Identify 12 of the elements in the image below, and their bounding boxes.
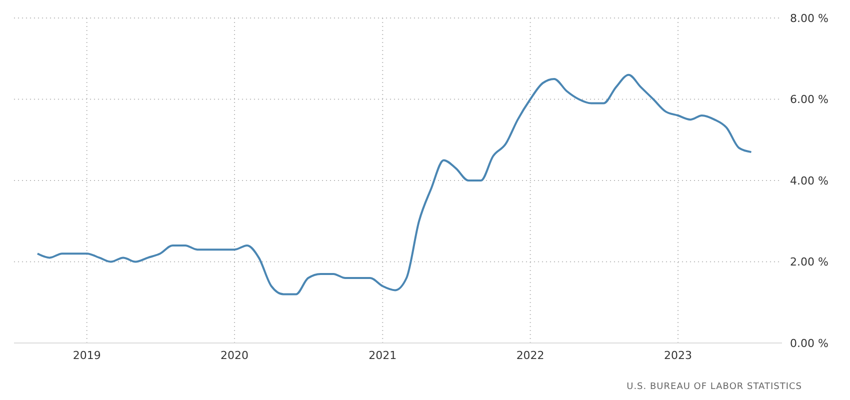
text: U.S. BUREAU OF LABOR STATISTICS <box>626 382 802 392</box>
x-tick-label: 2022 <box>516 348 544 362</box>
y-tick-label: 6.00 % <box>790 93 828 106</box>
x-tick-label: 2019 <box>72 348 101 362</box>
x-tick-label: 2020 <box>220 348 249 362</box>
y-tick-label: 0.00 % <box>790 336 828 350</box>
y-tick-label: 2.00 % <box>790 256 828 269</box>
x-tick-label: 2021 <box>368 348 397 362</box>
line-series <box>36 74 752 296</box>
y-tick-label: 8.00 % <box>790 12 828 25</box>
x-tick-label: 2023 <box>664 348 692 362</box>
y-tick-label: 4.00 % <box>790 174 828 188</box>
